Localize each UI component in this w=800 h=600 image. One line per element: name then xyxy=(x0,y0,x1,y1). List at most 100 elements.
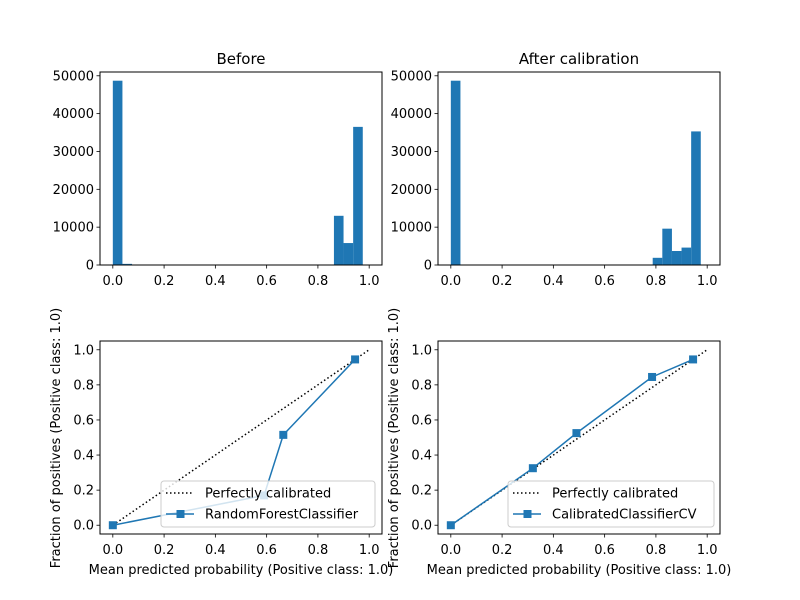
legend-label-series: CalibratedClassifierCV xyxy=(552,508,697,523)
x-ticks-group: 0.0 0.2 0.4 0.6 0.8 1.0 xyxy=(102,265,380,289)
x-tick-label: 0.0 xyxy=(440,274,461,289)
x-tick-label: 0.4 xyxy=(543,274,564,289)
calibration-point-marker xyxy=(108,521,117,530)
legend-series-marker xyxy=(176,510,185,518)
histogram-bar xyxy=(450,80,461,265)
y-tick-label: 0.6 xyxy=(411,413,432,428)
legend: Perfectly calibrated CalibratedClassifie… xyxy=(507,480,715,528)
y-ticks-group: 0.0 0.2 0.4 0.6 0.8 1.0 xyxy=(411,343,438,534)
legend-box xyxy=(160,480,376,528)
calibration-point-marker xyxy=(351,355,360,364)
histogram-bar xyxy=(333,215,344,265)
histogram-bar xyxy=(681,247,692,265)
histogram-after-panel: After calibration 0.0 0.2 0.4 0.6 0.8 1.0 0 10… xyxy=(391,50,721,289)
x-tick-label: 1.0 xyxy=(697,543,718,558)
calibration-point-marker xyxy=(528,464,537,473)
panel-title: Before xyxy=(216,50,265,68)
panel-title: After calibration xyxy=(519,50,639,68)
x-axis-label: Mean predicted probability (Positive cla… xyxy=(427,563,732,578)
axes-frame xyxy=(437,71,721,266)
x-tick-label: 1.0 xyxy=(359,274,380,289)
x-tick-label: 1.0 xyxy=(697,274,718,289)
y-tick-label: 1.0 xyxy=(411,343,432,358)
calibration-curve-calibrated-panel: 0.0 0.2 0.4 0.6 0.8 1.0 0.0 0.2 0.4 0.6 0.8 1.0 Me… xyxy=(387,308,731,578)
y-tick-label: 0.0 xyxy=(73,519,94,534)
y-tick-label: 20000 xyxy=(391,183,432,198)
x-tick-label: 0.0 xyxy=(102,274,123,289)
x-tick-label: 0.2 xyxy=(154,543,175,558)
y-ticks-group: 0.0 0.2 0.4 0.6 0.8 1.0 xyxy=(73,343,100,534)
y-ticks-group: 0 10000 20000 30000 40000 50000 xyxy=(391,69,438,274)
x-tick-label: 0.6 xyxy=(256,274,277,289)
y-tick-label: 0.4 xyxy=(411,449,432,464)
y-tick-label: 10000 xyxy=(391,221,432,236)
histogram-bar xyxy=(652,257,663,265)
y-tick-label: 0.2 xyxy=(73,484,94,499)
x-tick-label: 0.0 xyxy=(102,543,123,558)
histogram-bar xyxy=(691,131,701,265)
x-tick-label: 1.0 xyxy=(359,543,380,558)
y-tick-label: 0.4 xyxy=(73,449,94,464)
legend-label-reference: Perfectly calibrated xyxy=(205,487,331,502)
calibration-curve-random-forest-panel: 0.0 0.2 0.4 0.6 0.8 1.0 0.0 0.2 0.4 0.6 0.8 1.0 Me… xyxy=(49,308,393,578)
x-tick-label: 0.8 xyxy=(308,274,329,289)
x-tick-label: 0.8 xyxy=(308,543,329,558)
y-axis-label: Fraction of positives (Positive class: 1… xyxy=(387,308,402,568)
legend: Perfectly calibrated RandomForestClassif… xyxy=(160,480,376,528)
y-tick-label: 50000 xyxy=(391,69,432,84)
x-ticks-group: 0.0 0.2 0.4 0.6 0.8 1.0 xyxy=(440,265,718,289)
y-tick-label: 10000 xyxy=(53,221,94,236)
y-tick-label: 0.8 xyxy=(73,378,94,393)
x-tick-label: 0.4 xyxy=(205,274,226,289)
histogram-bar xyxy=(671,250,682,265)
x-tick-label: 0.8 xyxy=(646,274,667,289)
y-tick-label: 30000 xyxy=(53,145,94,160)
legend-box xyxy=(507,480,715,528)
calibration-point-marker xyxy=(446,521,455,530)
x-tick-label: 0.4 xyxy=(543,543,564,558)
x-axis-label: Mean predicted probability (Positive cla… xyxy=(89,563,394,578)
x-tick-label: 0.2 xyxy=(492,274,513,289)
calibration-point-marker xyxy=(648,372,657,381)
axes-frame xyxy=(99,71,383,266)
histogram-bar xyxy=(353,126,363,265)
legend-label-series: RandomForestClassifier xyxy=(205,508,359,523)
axes-frame xyxy=(437,340,721,535)
y-tick-label: 1.0 xyxy=(73,343,94,358)
y-axis-label: Fraction of positives (Positive class: 1… xyxy=(49,308,64,568)
y-tick-label: 0.8 xyxy=(411,378,432,393)
plot-lines-group xyxy=(446,349,708,530)
x-ticks-group: 0.0 0.2 0.4 0.6 0.8 1.0 xyxy=(102,534,380,558)
y-ticks-group: 0 10000 20000 30000 40000 50000 xyxy=(53,69,100,274)
y-tick-label: 0.0 xyxy=(411,519,432,534)
legend-series-marker xyxy=(523,510,532,518)
y-tick-label: 0.2 xyxy=(411,484,432,499)
y-tick-label: 0 xyxy=(424,259,432,274)
y-tick-label: 20000 xyxy=(53,183,94,198)
y-tick-label: 0.6 xyxy=(73,413,94,428)
legend-label-reference: Perfectly calibrated xyxy=(552,487,678,502)
x-tick-label: 0.0 xyxy=(440,543,461,558)
x-tick-label: 0.6 xyxy=(256,543,277,558)
histogram-before-panel: Before 0.0 0.2 0.4 0.6 0.8 1.0 0 10000 20000 300… xyxy=(53,50,383,289)
y-tick-label: 30000 xyxy=(391,145,432,160)
calibration-point-marker xyxy=(689,355,698,364)
axes-frame xyxy=(99,340,383,535)
y-tick-label: 50000 xyxy=(53,69,94,84)
y-tick-label: 40000 xyxy=(53,107,94,122)
x-tick-label: 0.6 xyxy=(594,274,615,289)
histogram-bar xyxy=(343,243,354,265)
histogram-bar xyxy=(122,263,133,265)
histogram-bar xyxy=(662,228,672,265)
x-tick-label: 0.6 xyxy=(594,543,615,558)
x-tick-label: 0.2 xyxy=(492,543,513,558)
x-tick-label: 0.8 xyxy=(646,543,667,558)
x-tick-label: 0.2 xyxy=(154,274,175,289)
y-tick-label: 0 xyxy=(86,259,94,274)
calibration-point-marker xyxy=(279,430,288,439)
calibration-point-marker xyxy=(572,429,581,438)
histogram-bar xyxy=(112,80,123,265)
y-tick-label: 40000 xyxy=(391,107,432,122)
x-tick-label: 0.4 xyxy=(205,543,226,558)
